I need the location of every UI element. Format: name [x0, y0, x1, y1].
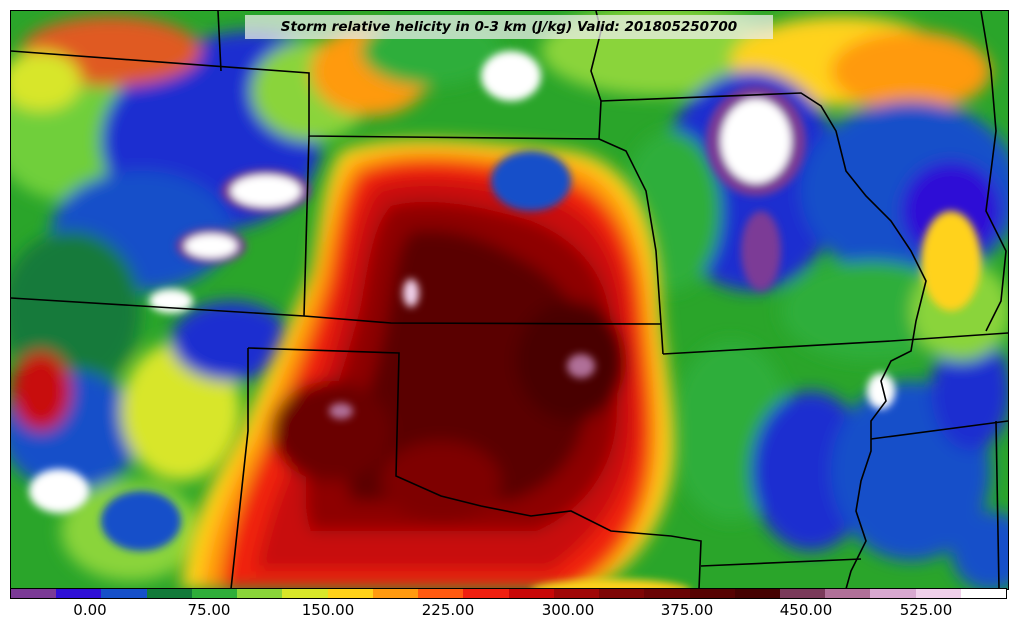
colorbar-cell: [960, 589, 1007, 598]
state-boundaries: [11, 11, 1008, 589]
colorbar-tick-label: 0.00: [73, 601, 107, 619]
colorbar-cell: [915, 589, 961, 598]
helicity-maximum-layer: [181, 139, 675, 589]
colorbar-cell: [146, 589, 192, 598]
colorbar-tick-label: 300.00: [541, 601, 595, 619]
map-title: Storm relative helicity in 0-3 km (J/kg)…: [280, 19, 738, 35]
colorbar-cell: [463, 589, 509, 598]
colorbar-cell: [327, 589, 373, 598]
colorbar-cell: [553, 589, 600, 598]
colorbar-cell: [599, 589, 645, 598]
colorbar-cell: [372, 589, 419, 598]
colorbar-tick-label: 225.00: [421, 601, 475, 619]
colorbar-cell: [870, 589, 916, 598]
colorbar-cell: [237, 589, 283, 598]
field-detail-layer: [29, 51, 981, 589]
colorbar-cell: [825, 589, 871, 598]
colorbar-tick-label: 75.00: [187, 601, 231, 619]
map-title-box: Storm relative helicity in 0-3 km (J/kg)…: [245, 15, 773, 39]
colorbar-tick-label: 450.00: [779, 601, 833, 619]
colorbar-cell: [418, 589, 464, 598]
colorbar-cell: [779, 589, 826, 598]
colorbar-tick-label: 375.00: [660, 601, 714, 619]
colorbar-cell: [644, 589, 690, 598]
colorbar-cell: [11, 589, 57, 598]
colorbar-cell: [689, 589, 735, 598]
colorbar-cell: [508, 589, 554, 598]
colorbar-cell: [56, 589, 102, 598]
colorbar-tick-label: 525.00: [899, 601, 953, 619]
colorbar-cell: [101, 589, 147, 598]
colorbar-cell: [282, 589, 328, 598]
colorbar: [10, 588, 1007, 599]
helicity-field: [11, 11, 1008, 589]
colorbar-labels: 0.00 75.00 150.00 225.00 300.00 375.00 450.00 5…: [0, 601, 1018, 625]
colorbar-cell: [734, 589, 780, 598]
helicity-map: [10, 10, 1009, 590]
colorbar-cell: [191, 589, 238, 598]
colorbar-tick-label: 150.00: [301, 601, 355, 619]
